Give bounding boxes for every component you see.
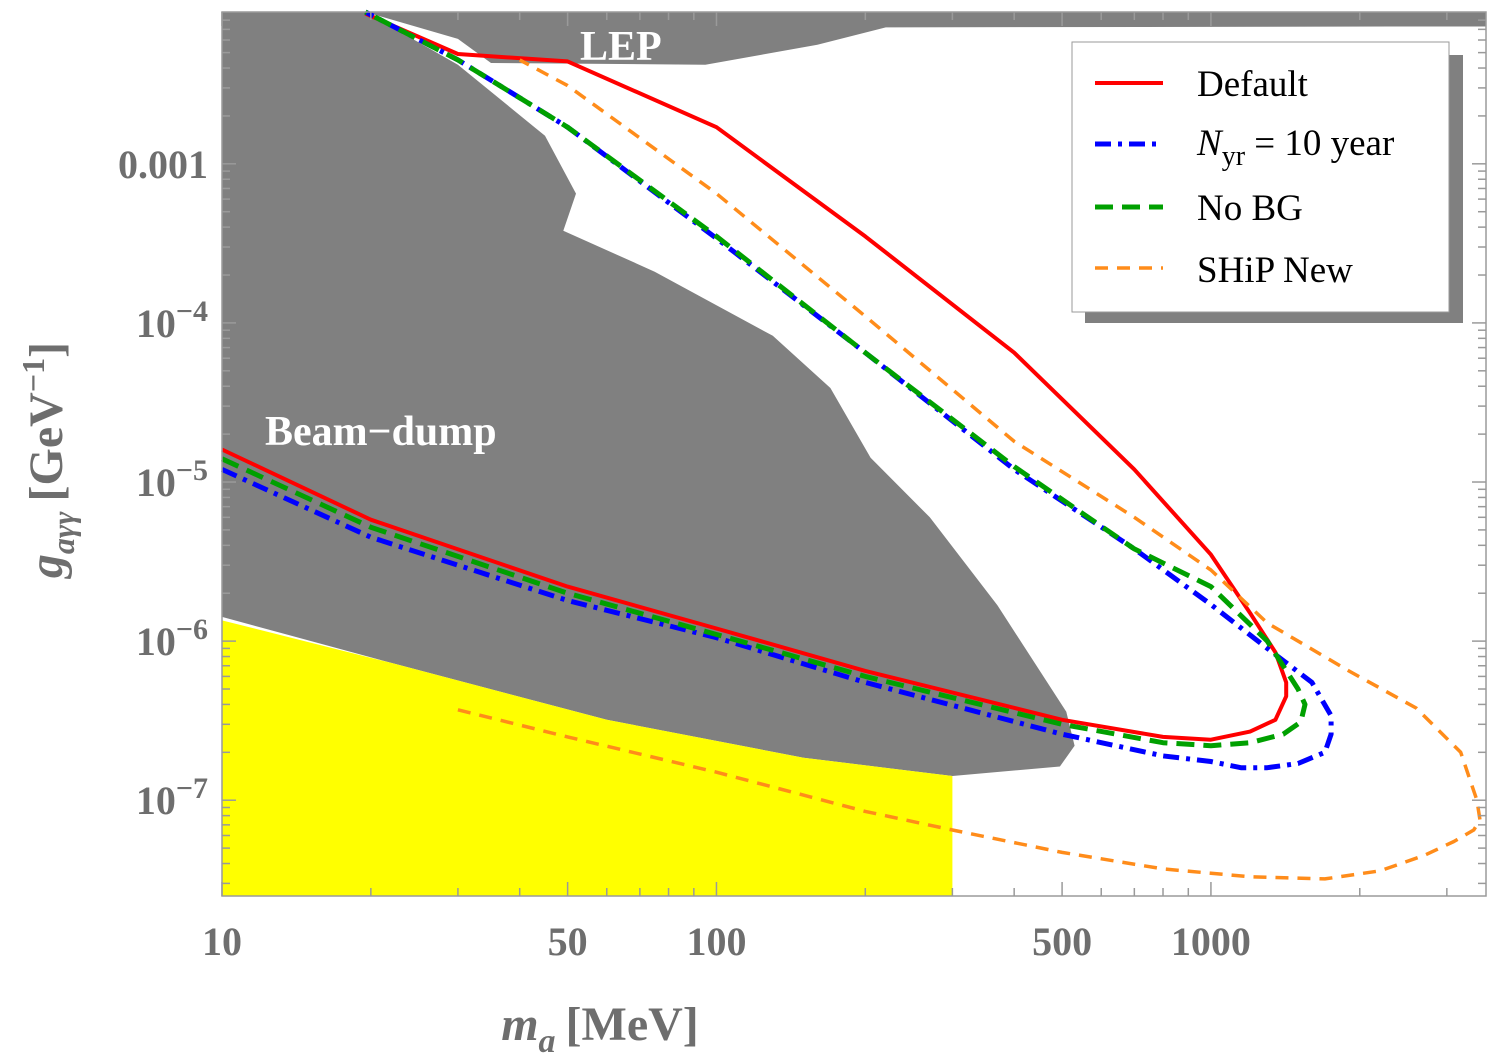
legend-label-nyr: Nyr = 10 year (1196, 123, 1394, 172)
x-tick-label: 10 (202, 919, 242, 964)
plot-frame (221, 11, 1487, 897)
legend-box (1071, 41, 1450, 313)
y-tick-label: 10−4 (136, 295, 208, 346)
y-axis-title: gaγγ[GeV−1] (15, 342, 81, 579)
region-yellow-region (222, 620, 953, 896)
region-label-lep: LEP (580, 24, 662, 70)
region-label-beam-dump: Beam−dump (265, 409, 497, 455)
legend-label-no-bg: No BG (1197, 188, 1303, 229)
series-nyr (220, 9, 1334, 771)
y-tick-label: 0.001 (118, 142, 208, 187)
legend-label-default: Default (1197, 64, 1309, 105)
x-tick-label: 50 (548, 919, 588, 964)
series-default (221, 11, 1289, 742)
series-lines (220, 9, 1482, 881)
y-tick-label: 10−6 (136, 613, 208, 664)
legend-label-ship-new: SHiP New (1197, 250, 1353, 291)
region-lep (365, 12, 1486, 65)
y-tick-label: 10−7 (136, 772, 208, 823)
axis-ticks (221, 12, 1486, 896)
x-tick-label: 500 (1032, 919, 1092, 964)
legend: Default Nyr = 10 year No BG SHiP New (1071, 41, 1463, 323)
x-axis-title: ma [MeV] (501, 998, 699, 1055)
x-tick-label: 1000 (1171, 919, 1251, 964)
shaded-regions (222, 12, 1486, 896)
y-tick-label: 10−5 (136, 454, 208, 505)
region-beam-dump (222, 12, 1075, 776)
tick-labels: 10 50 100 500 1000 0.001 10−4 10−5 10−6 10−7 (118, 142, 1251, 964)
x-tick-label: 100 (686, 919, 746, 964)
series-no-bg (220, 9, 1308, 749)
